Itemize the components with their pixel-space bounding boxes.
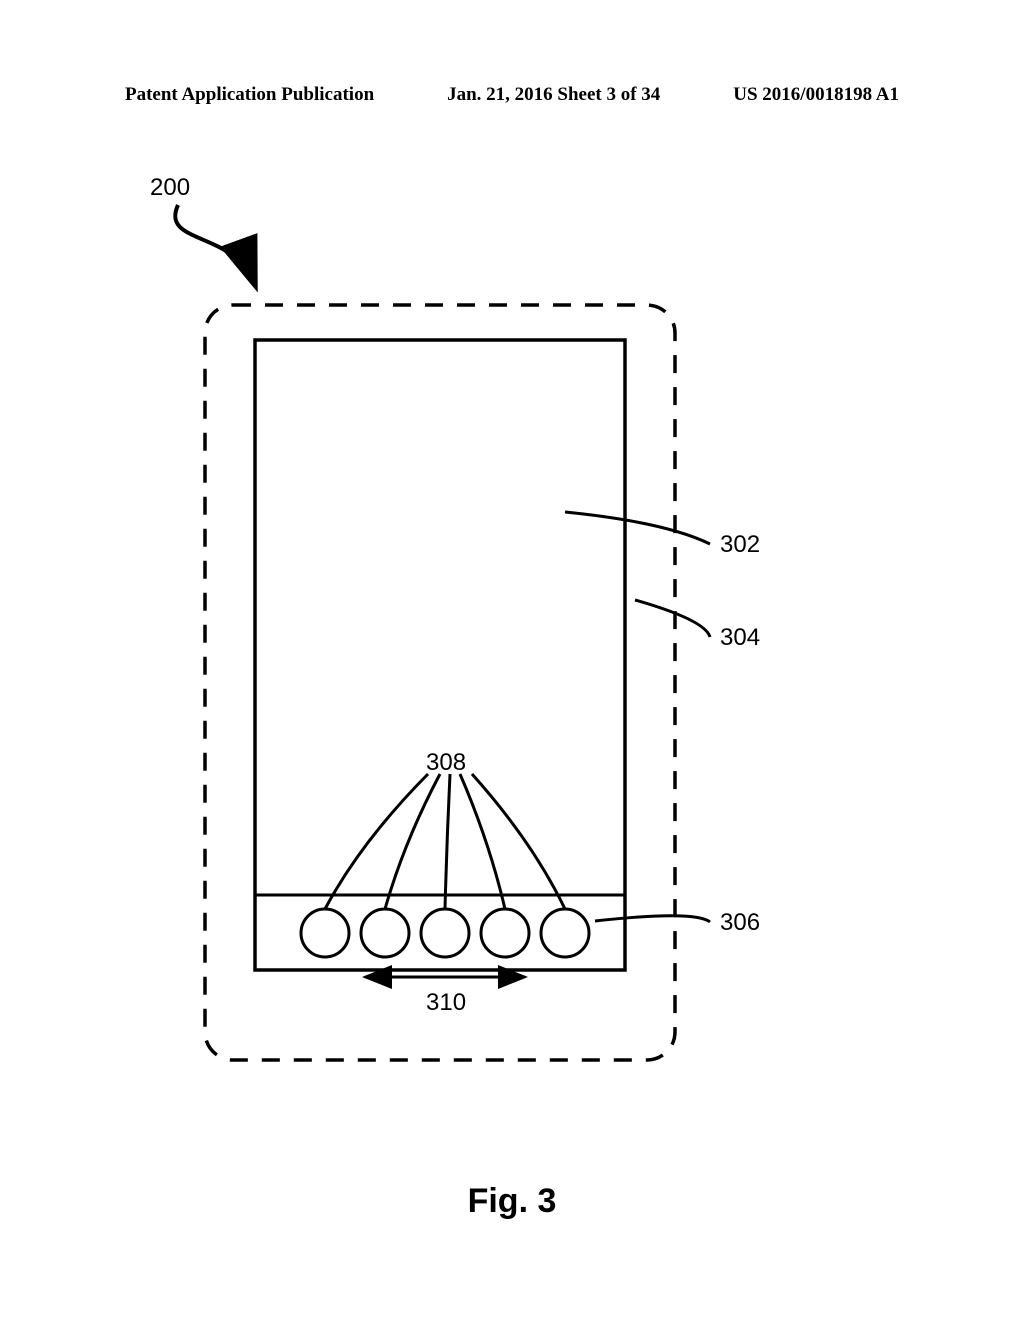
icon-circle-5	[541, 909, 589, 957]
header-left: Patent Application Publication	[125, 84, 374, 106]
icon-circle-3	[421, 909, 469, 957]
ref-label-304: 304	[720, 624, 760, 651]
icon-circle-2	[361, 909, 409, 957]
icon-circle-1	[301, 909, 349, 957]
screen-rect	[255, 340, 625, 970]
page-header: Patent Application Publication Jan. 21, …	[0, 84, 1024, 106]
device-outline	[205, 305, 675, 1060]
ref-label-310: 310	[426, 989, 466, 1016]
leader-306	[595, 916, 710, 922]
leader-308-1	[325, 774, 428, 909]
leader-200	[175, 205, 255, 285]
leader-304	[635, 600, 710, 637]
icon-circle-4	[481, 909, 529, 957]
figure-caption: Fig. 3	[0, 1182, 1024, 1221]
ref-label-200: 200	[150, 174, 190, 201]
figure-3: 200 302 304 306 308 310	[0, 165, 1024, 1175]
leader-308-4	[460, 774, 505, 909]
leader-308-2	[385, 774, 440, 909]
header-right: US 2016/0018198 A1	[733, 84, 899, 106]
leader-302	[565, 512, 710, 544]
ref-label-302: 302	[720, 531, 760, 558]
ref-label-308: 308	[426, 749, 466, 776]
header-center: Jan. 21, 2016 Sheet 3 of 34	[447, 84, 660, 106]
leader-308-3	[445, 774, 450, 909]
ref-label-306: 306	[720, 909, 760, 936]
